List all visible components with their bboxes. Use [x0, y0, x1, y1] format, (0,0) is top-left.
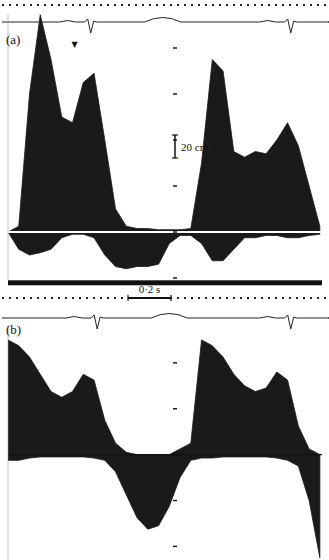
figure: (a) 20 cm.s⁻¹ ▼ (b) 0·2 s	[0, 0, 329, 560]
ecg-trace	[2, 314, 329, 330]
timing-dots	[2, 297, 328, 299]
y-tick	[173, 47, 177, 48]
timing-dots	[2, 4, 328, 6]
doppler-envelope	[8, 340, 320, 455]
y-axis-line	[8, 14, 9, 281]
y-tick	[173, 454, 177, 455]
panel-label: (a)	[6, 32, 20, 47]
page: {"chart_data": [ {"type": "area", "title…	[0, 0, 329, 560]
panel-1: (b) 0·2 s	[2, 283, 329, 559]
panel-label: (b)	[6, 322, 21, 337]
y-tick	[173, 277, 177, 278]
scale-cap	[170, 295, 171, 301]
doppler-envelope	[8, 455, 320, 558]
spectra	[8, 340, 320, 558]
y-tick	[173, 231, 177, 232]
ecg-trace	[2, 18, 329, 34]
panel-0: (a) 20 cm.s⁻¹ ▼	[2, 5, 329, 285]
baseline	[8, 454, 322, 455]
doppler-envelope	[8, 232, 320, 269]
annotation: ▼	[72, 40, 79, 49]
y-tick	[173, 362, 177, 363]
scale-bar	[128, 297, 171, 299]
spectra	[8, 15, 320, 269]
scale-cap	[172, 157, 178, 158]
scale-cap	[127, 295, 128, 301]
y-tick	[173, 500, 177, 501]
y-tick	[173, 546, 177, 547]
baseline	[8, 231, 322, 233]
scale-bar	[174, 135, 176, 158]
y-tick	[173, 408, 177, 409]
frame-bottom	[8, 280, 322, 285]
y-axis-line	[8, 325, 9, 559]
doppler-envelope	[8, 15, 320, 232]
scale-cap	[172, 134, 178, 135]
scale-label: 20 cm.s⁻¹	[181, 141, 224, 153]
scale-label: 0·2 s	[139, 283, 161, 295]
y-tick	[173, 185, 177, 186]
y-tick	[173, 93, 177, 94]
